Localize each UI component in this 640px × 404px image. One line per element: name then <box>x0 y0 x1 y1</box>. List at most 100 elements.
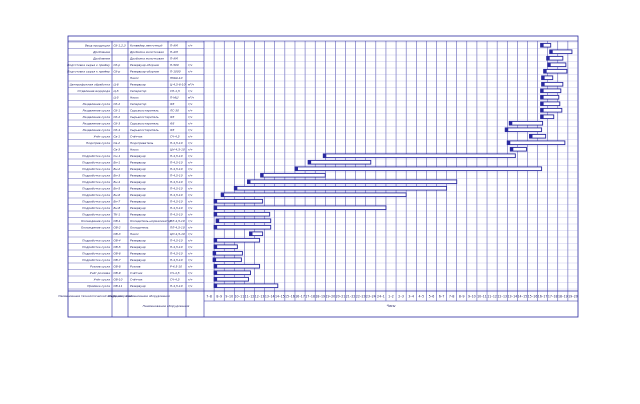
gantt-bar <box>213 263 261 269</box>
row-params-label: П-АМ <box>170 44 178 48</box>
row-unit-label: т/ч <box>188 206 193 210</box>
row-equipment-label: Резервуар <box>130 154 146 158</box>
row-code-label: ОВ-8 <box>114 265 121 269</box>
row-operation-label: Учёт сусла <box>94 135 111 139</box>
row-equipment-label: Подогреватель <box>130 141 154 145</box>
row-params-label: ФЗ <box>170 102 174 106</box>
row-params-label: П-4,5-10 <box>170 167 183 171</box>
row-equipment-label: Резервуар <box>130 193 146 197</box>
row-operation-label: Охлаждение сусла <box>81 226 110 230</box>
row-equipment-label: Насос <box>130 148 139 152</box>
time-tick-label: 11–12 <box>487 295 497 299</box>
row-unit-label: т/ч <box>188 167 193 171</box>
gantt-bar-start-marker <box>294 166 298 171</box>
row-params-label: П-4,5-10 <box>170 252 183 256</box>
row-params-label: НМШ-10 <box>170 76 183 80</box>
row-params-label: ФЗ <box>170 122 174 126</box>
time-tick-label: 23–24 <box>366 295 376 299</box>
row-unit-label: т/ч <box>188 200 193 204</box>
time-tick-label: 12–13 <box>255 295 265 299</box>
row-code-label: Сб-р <box>114 63 121 67</box>
gantt-bar <box>213 270 251 276</box>
row-code-label: Бн-7 <box>114 200 121 204</box>
gantt-bar-start-marker <box>543 69 547 74</box>
row-code-label: Сб-3 <box>114 122 121 126</box>
row-operation-label: Подработка сусла <box>82 200 110 204</box>
gantt-bar-start-marker <box>529 134 533 139</box>
row-unit-label: т/ч <box>188 278 193 282</box>
gantt-bar-start-marker <box>540 43 544 48</box>
row-params-label: ЛС-30 <box>169 109 179 113</box>
row-operation-label: Подработка сусла <box>82 187 110 191</box>
row-operation-label: Подработка сусла <box>82 252 110 256</box>
row-unit-label: т/ч <box>188 252 193 256</box>
gantt-bar <box>212 250 243 256</box>
gantt-bar-start-marker <box>323 153 327 158</box>
time-tick-label: 15–16 <box>528 295 538 299</box>
row-code-label: Ц-6 <box>114 83 119 87</box>
gantt-bar-start-marker <box>213 257 217 262</box>
gantt-bar <box>213 224 272 230</box>
row-operation-label: Отделение водорода <box>78 89 111 93</box>
row-equipment-label: Насос <box>130 232 139 236</box>
row-code-label: Бн-3 <box>114 174 121 178</box>
row-unit-label: т/ч <box>188 89 193 93</box>
row-code-label: ОВ-9 <box>114 271 121 275</box>
row-code-label: Сб-2 <box>114 115 121 119</box>
row-equipment-label: Резервуар <box>130 167 146 171</box>
row-params-label: П-4,5-10 <box>170 161 183 165</box>
row-params-label: П-АМ <box>170 57 178 61</box>
time-tick-label: 16–17 <box>295 295 305 299</box>
row-unit-label: т/ч <box>188 284 193 288</box>
gantt-bar-start-marker <box>214 270 218 275</box>
row-code-label: Св-1 <box>114 135 121 139</box>
time-tick-label: 14–15 <box>275 295 285 299</box>
row-operation-label: Разделение сусла <box>83 128 111 132</box>
gantt-bar-start-marker <box>549 49 553 54</box>
row-unit-label: т/ч <box>188 174 193 178</box>
bar-layer <box>212 42 573 289</box>
row-unit-label: м³/ч <box>188 83 194 87</box>
time-tick-label: 15–16 <box>285 295 295 299</box>
gantt-bar-start-marker <box>213 251 217 256</box>
gantt-bar-start-marker <box>507 140 511 145</box>
row-operation-label: Разделение сусла <box>83 102 111 106</box>
footer-hours-label: Часы <box>387 304 396 308</box>
row-code-label: ОВ-11 <box>114 284 123 288</box>
row-equipment-label: Резервуар <box>130 239 146 243</box>
time-tick-label: 8–9 <box>216 295 222 299</box>
row-code-label: Св-3 <box>114 148 121 152</box>
row-unit-label: т/ч <box>188 154 193 158</box>
row-unit-label: т/ч <box>188 109 193 113</box>
gantt-bar <box>213 237 261 243</box>
row-operation-label: Подготовка сырья к приёму <box>67 70 110 74</box>
time-tick-label: 9–10 <box>225 295 233 299</box>
row-code-label: Ц-5 <box>114 89 119 93</box>
time-tick-label: 5–6 <box>429 295 435 299</box>
row-code-label: Сб-2 <box>114 102 121 106</box>
row-operation-label: Разделение сусла <box>83 122 111 126</box>
row-operation-label: Подработка сусла <box>82 206 110 210</box>
gantt-bar-start-marker <box>505 127 509 132</box>
row-params-label: П-АМ <box>170 50 178 54</box>
gantt-bar <box>294 166 543 172</box>
row-unit-label: т/ч <box>188 219 193 223</box>
gantt-bar-start-marker <box>540 114 544 119</box>
row-equipment-label: Конвейер ленточный <box>130 44 162 48</box>
outer-frame <box>67 35 579 318</box>
row-equipment-label: Счётчик <box>130 135 143 139</box>
gantt-bar <box>213 198 264 204</box>
row-params-label: ЦН-4,5-10 <box>170 148 185 152</box>
gantt-bar <box>504 127 543 133</box>
row-params-label: ФЗ <box>170 115 174 119</box>
gantt-bar <box>540 88 562 94</box>
row-equipment-label: Резервуар <box>130 258 146 262</box>
row-unit-label: т/ч <box>188 141 193 145</box>
row-operation-label: Разделение сусла <box>83 109 111 113</box>
gantt-bar-start-marker <box>214 283 218 288</box>
row-unit-label: т/ч <box>188 70 193 74</box>
row-equipment-label: Сепаратор <box>130 89 147 93</box>
row-params-label: П-4,5-10 <box>170 206 183 210</box>
row-operation-label: Учёт сусла <box>94 278 111 282</box>
